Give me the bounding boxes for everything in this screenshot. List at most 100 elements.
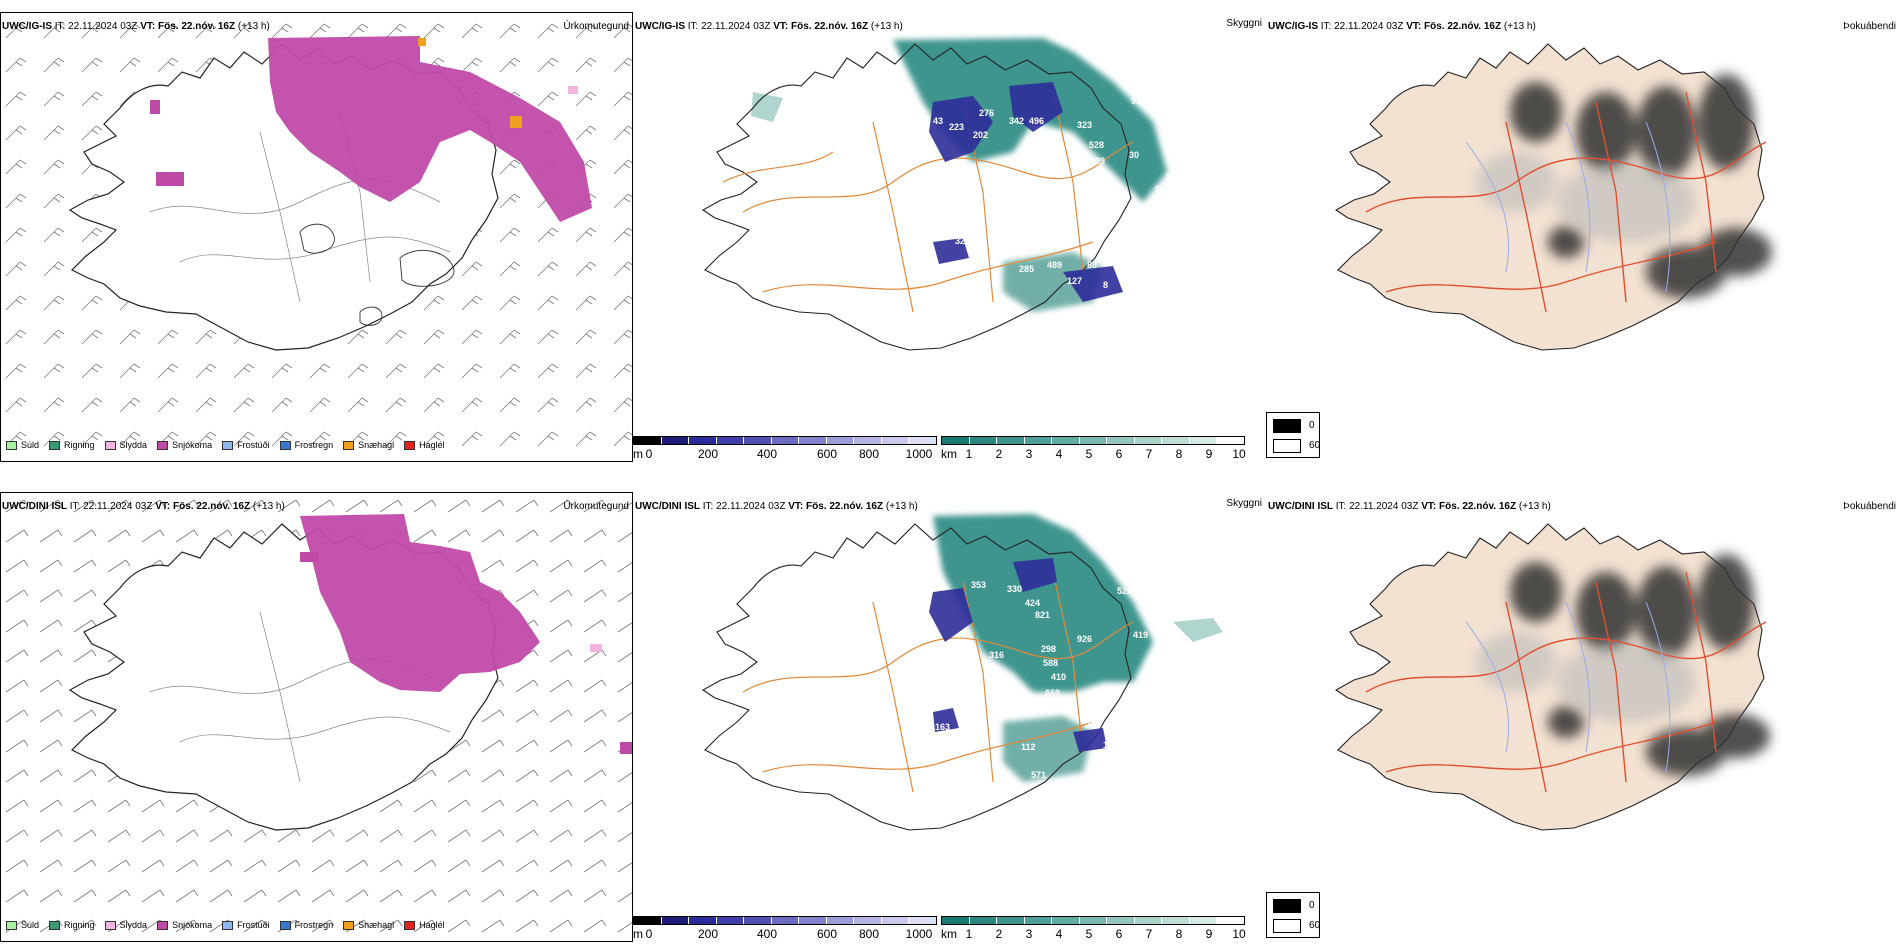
precip-panel-frame <box>0 12 633 462</box>
visibility-tick: 5 <box>1085 927 1093 941</box>
ceiling-tick: 400 <box>756 927 778 941</box>
legend-item-rain: Rigning <box>49 920 95 930</box>
visibility-tick: 8 <box>1175 927 1183 941</box>
ceiling-tick: 600 <box>816 447 838 461</box>
svg-text:323: 323 <box>1077 120 1092 130</box>
panel-title: Úrkomutegund <box>563 21 629 32</box>
legend-item-drizzle: Súld <box>6 920 39 930</box>
visibility-panel: 353 330 424 821 528 926 419 298 588 410 … <box>633 492 1266 942</box>
svg-text:588: 588 <box>1043 658 1058 668</box>
svg-text:341: 341 <box>1165 172 1180 182</box>
svg-text:496: 496 <box>1029 116 1044 126</box>
visibility-panel: 43 223 276 202 342 496 674 323 915 528 2… <box>633 12 1266 462</box>
svg-text:43: 43 <box>933 116 943 126</box>
precip-legend: Súld Rigning Slydda Snjókoma Frostúði Fr… <box>6 920 455 930</box>
panel-header: UWC/DINI ISL IT: 22.11.2024 03Z VT: Fös.… <box>2 501 285 512</box>
panel-title: Þokuábendi <box>1843 501 1896 512</box>
panel-header: UWC/IG-IS IT: 22.11.2024 03Z VT: Fös. 22… <box>2 21 270 32</box>
ceiling-numbers: 43 223 276 202 342 496 674 323 915 528 2… <box>933 96 1180 290</box>
svg-text:59: 59 <box>1155 184 1165 194</box>
svg-text:8: 8 <box>1103 280 1108 290</box>
svg-text:276: 276 <box>979 108 994 118</box>
ceiling-colorbar <box>633 436 937 445</box>
snow-pellet-area-2 <box>418 38 426 46</box>
precip-legend: Súld Rigning Slydda Snjókoma Frostúði Fr… <box>6 440 455 450</box>
legend-item-sleet: Slydda <box>104 920 147 930</box>
panel-title: Skyggni <box>1226 498 1262 509</box>
snow-area <box>300 514 540 692</box>
svg-text:112: 112 <box>1021 742 1036 752</box>
visibility-unit: km <box>941 927 957 941</box>
visibility-tick: 4 <box>1055 927 1063 941</box>
panel-title: Þokuábendi <box>1843 21 1896 32</box>
svg-text:489: 489 <box>1047 260 1062 270</box>
panel-title: Úrkomutegund <box>563 501 629 512</box>
svg-text:353: 353 <box>971 580 986 590</box>
svg-text:528: 528 <box>1117 586 1132 596</box>
panel-header: UWC/IG-IS IT: 22.11.2024 03Z VT: Fös. 22… <box>635 21 903 32</box>
svg-text:85: 85 <box>1165 694 1175 704</box>
legend-item-hail: Haglél <box>404 920 445 930</box>
svg-text:926: 926 <box>1077 634 1092 644</box>
svg-text:29: 29 <box>1095 156 1105 166</box>
visibility-colorbar <box>941 436 1245 445</box>
fog-map <box>1335 43 1772 351</box>
svg-text:342: 342 <box>1009 116 1024 126</box>
svg-text:528: 528 <box>1089 140 1104 150</box>
svg-text:915: 915 <box>1131 96 1146 106</box>
panel-header: UWC/DINI ISL IT: 22.11.2024 03Z VT: Fös.… <box>1268 501 1551 512</box>
panel-header: UWC/IG-IS IT: 22.11.2024 03Z VT: Fös. 22… <box>1268 21 1536 32</box>
svg-text:223: 223 <box>949 122 964 132</box>
visibility-tick: 9 <box>1205 927 1213 941</box>
svg-text:30: 30 <box>1129 150 1139 160</box>
road-network <box>1365 571 1767 793</box>
legend-item-snow-pellets: Snæhagl <box>343 440 394 450</box>
ceiling-tick: 800 <box>858 927 880 941</box>
svg-text:821: 821 <box>1035 610 1050 620</box>
visibility-tick: 7 <box>1145 447 1153 461</box>
svg-text:298: 298 <box>1041 644 1056 654</box>
rivers <box>1465 601 1671 773</box>
low-visibility-area-2 <box>1003 716 1093 782</box>
visibility-tick: 10 <box>1232 447 1246 461</box>
visibility-tick: 7 <box>1145 927 1153 941</box>
snow-area <box>268 36 592 222</box>
svg-text:182: 182 <box>1045 210 1060 220</box>
ceiling-unit: m <box>633 927 643 941</box>
precip-type-panel: UWC/IG-IS IT: 22.11.2024 03Z VT: Fös. 22… <box>0 12 633 462</box>
precip-panel-frame <box>0 492 633 942</box>
legend-item-freezing-drizzle: Frostúði <box>222 920 270 930</box>
snow-spot <box>150 100 160 114</box>
svg-text:424: 424 <box>1025 598 1040 608</box>
sleet-area <box>590 644 602 652</box>
panel-header: UWC/DINI ISL IT: 22.11.2024 03Z VT: Fös.… <box>635 501 918 512</box>
low-cloud-areas <box>929 82 1123 302</box>
visibility-map: 353 330 424 821 528 926 419 298 588 410 … <box>702 514 1223 831</box>
fog-map <box>1335 523 1770 831</box>
svg-text:285: 285 <box>1019 264 1034 274</box>
visibility-tick: 4 <box>1055 447 1063 461</box>
legend-item-snow-pellets: Snæhagl <box>343 920 394 930</box>
ceiling-unit: m <box>633 447 643 461</box>
legend-item-freezing-rain: Frostregn <box>279 440 333 450</box>
legend-item-sleet: Slydda <box>104 440 147 450</box>
svg-text:163: 163 <box>935 722 950 732</box>
svg-text:32: 32 <box>955 236 965 246</box>
ceiling-numbers: 353 330 424 821 528 926 419 298 588 410 … <box>935 580 1175 780</box>
precip-type-panel: UWC/DINI ISL IT: 22.11.2024 03Z VT: Fös.… <box>0 492 633 942</box>
svg-text:127: 127 <box>1067 276 1082 286</box>
legend-item-snow: Snjókoma <box>157 920 212 930</box>
visibility-unit: km <box>941 447 957 461</box>
svg-text:410: 410 <box>1051 672 1066 682</box>
ceiling-tick: 200 <box>697 447 719 461</box>
snow-spot-2 <box>300 552 318 562</box>
fog-panel: UWC/DINI ISL IT: 22.11.2024 03Z VT: Fös.… <box>1266 492 1900 942</box>
svg-text:36: 36 <box>1147 674 1157 684</box>
glaciers <box>299 223 455 326</box>
legend-item-hail: Haglél <box>404 440 445 450</box>
visibility-tick: 9 <box>1205 447 1213 461</box>
visibility-colorbar <box>941 916 1245 925</box>
svg-text:23: 23 <box>993 170 1003 180</box>
visibility-tick: 1 <box>965 927 973 941</box>
svg-text:316: 316 <box>989 650 1004 660</box>
